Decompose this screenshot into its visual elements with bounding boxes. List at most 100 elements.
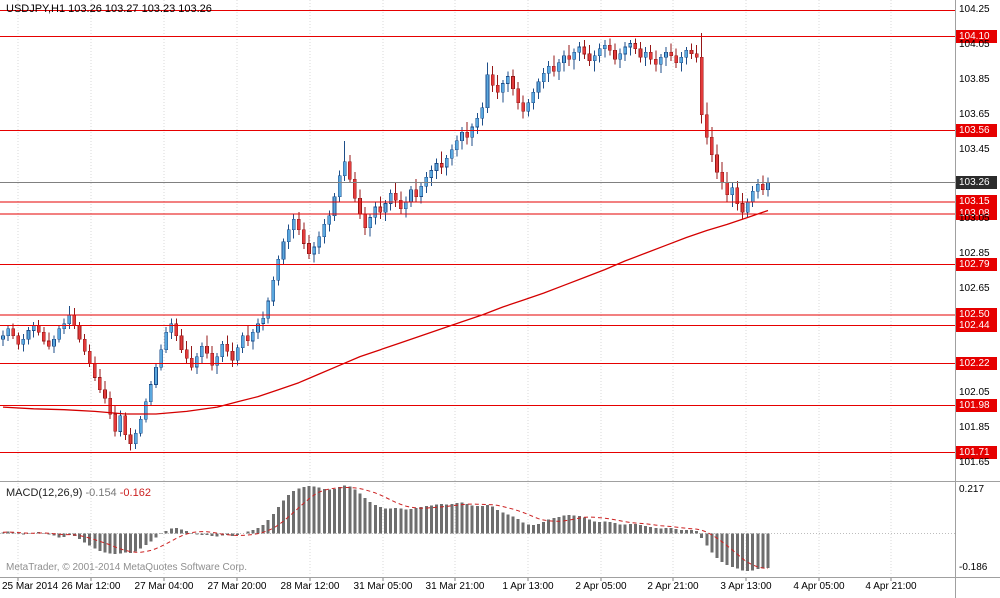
candle-body: [291, 218, 296, 230]
candle-body: [373, 206, 378, 218]
time-label: 1 Apr 13:00: [502, 581, 554, 592]
candle-body: [531, 91, 536, 103]
candle-body: [26, 330, 31, 340]
price-line-badge: 103.56: [956, 123, 997, 137]
candle-body: [404, 201, 408, 210]
price-tick-label: 103.85: [959, 74, 990, 86]
price-line-badge: 104.10: [956, 30, 997, 44]
symbol-ohlc-label: USDJPY,H1 103.26 103.27 103.23 103.26: [6, 3, 212, 15]
time-label: 2 Apr 21:00: [647, 581, 699, 592]
time-label: 3 Apr 13:00: [720, 581, 772, 592]
candle-body: [154, 366, 158, 385]
candle-body: [286, 229, 291, 243]
candle-body: [485, 74, 490, 109]
candle-body: [684, 50, 689, 58]
time-label: 28 Mar 12:00: [280, 581, 340, 592]
candle-body: [766, 182, 770, 190]
candle-body: [429, 170, 434, 178]
candle-body: [41, 331, 46, 342]
price-line-badge: 102.44: [956, 318, 997, 332]
candle-body: [363, 213, 367, 229]
candle-body: [521, 102, 526, 112]
price-line-badge: 103.15: [956, 195, 997, 209]
candle-body: [465, 131, 469, 138]
candle-body: [67, 314, 72, 324]
candle-body: [674, 55, 679, 64]
price-line-badge: 101.98: [956, 398, 997, 412]
candle-body: [562, 55, 566, 64]
candle-body: [164, 331, 168, 350]
candle-body: [358, 198, 362, 215]
candle-body: [735, 187, 740, 204]
candle-body: [108, 398, 112, 415]
candle-body: [653, 58, 658, 65]
candle-body: [6, 328, 10, 337]
candle-body: [720, 171, 724, 183]
candle-body: [144, 401, 148, 420]
candle-body: [159, 349, 163, 368]
price-axis[interactable]: 0.217 -0.186 104.10 103.56 103.15 103.08 102…: [955, 0, 1000, 598]
candle-body: [302, 229, 306, 244]
candle-body: [93, 363, 97, 378]
candle-body: [98, 377, 102, 390]
candle-body: [740, 203, 745, 213]
candle-body: [21, 338, 26, 345]
price-tick-label: 103.65: [959, 108, 990, 120]
candle-body: [123, 415, 128, 436]
candle-body: [184, 349, 189, 359]
candle-body: [16, 335, 21, 345]
candle-body: [704, 114, 709, 138]
candle-body: [434, 163, 439, 171]
moving-average-line: [2, 209, 769, 415]
candle-body: [582, 46, 587, 55]
time-label: 31 Mar 21:00: [425, 581, 485, 592]
candle-body: [470, 126, 475, 138]
candle-body: [353, 178, 357, 199]
candle-body: [332, 196, 337, 217]
candle-body: [409, 189, 413, 203]
candle-body: [82, 338, 87, 352]
candle-body: [72, 314, 77, 326]
candle-body: [266, 300, 271, 319]
copyright-text: MetaTrader, © 2001-2014 MetaQuotes Softw…: [6, 562, 248, 573]
macd-main-value: -0.154: [85, 487, 117, 499]
candle-body: [251, 331, 255, 342]
candle-body: [710, 137, 714, 156]
candle-body: [557, 62, 561, 72]
candle-body: [388, 192, 393, 204]
candle-body: [725, 182, 730, 196]
time-label: 26 Mar 12:00: [61, 581, 121, 592]
candle-body: [623, 46, 628, 55]
bid-price-badge: 103.26: [956, 176, 997, 190]
price-line-badge: 102.22: [956, 357, 997, 371]
candle-body: [189, 358, 194, 368]
candle-body: [347, 161, 352, 180]
candle-body: [419, 185, 424, 197]
candle-body: [567, 55, 571, 60]
candle-body: [669, 51, 673, 57]
candle-body: [608, 44, 612, 51]
price-tick-label: 102.05: [959, 387, 990, 399]
candle-body: [694, 53, 699, 58]
candle-body: [271, 279, 276, 302]
time-axis[interactable]: 25 Mar 2014 26 Mar 12:00 27 Mar 04:00 27 Ma…: [0, 577, 1000, 598]
candle-body: [113, 413, 117, 432]
candle-body: [281, 241, 286, 260]
candle-body: [77, 324, 82, 340]
candle-body: [648, 51, 653, 60]
macd-signal-value: -0.162: [119, 487, 151, 499]
price-tick-label: 102.65: [959, 282, 990, 294]
candle-body: [195, 356, 199, 368]
candle-body: [449, 149, 454, 159]
candle-body: [455, 140, 459, 150]
candle-body: [679, 57, 684, 63]
candle-body: [31, 324, 36, 331]
candle-body: [572, 51, 577, 60]
price-line-badge: 102.50: [956, 308, 997, 322]
candle-body: [480, 107, 485, 119]
price-tick-label: 103.05: [959, 213, 990, 225]
candle-body: [378, 206, 383, 213]
time-label: 25 Mar 2014: [2, 581, 59, 592]
candle-body: [383, 203, 388, 213]
